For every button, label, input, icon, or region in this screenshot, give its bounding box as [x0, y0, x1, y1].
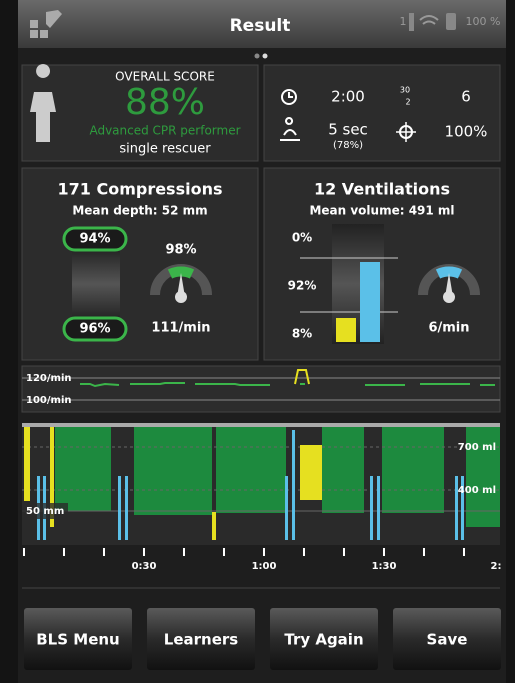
save-button[interactable]: Save: [393, 608, 501, 670]
button-label: Try Again: [284, 631, 363, 649]
page-dot: [263, 54, 268, 59]
rate-lower-label: 100/min: [26, 395, 72, 406]
ok-volume-bar: [360, 262, 380, 342]
accuracy: 100%: [445, 123, 488, 141]
ok-pct: 92%: [288, 279, 317, 293]
compression-rate: 111/min: [151, 321, 210, 336]
screen: Result 1 100 % OVERALL SCORE 88% Advance…: [0, 0, 515, 683]
bls-menu-button[interactable]: BLS Menu: [24, 608, 132, 670]
vol-low-label: 400 ml: [458, 485, 496, 496]
cycles-top: 30: [400, 86, 410, 95]
learners-button[interactable]: Learners: [147, 608, 255, 670]
battery-icon: [446, 13, 456, 30]
time: 2:00: [331, 88, 365, 106]
try-again-button[interactable]: Try Again: [270, 608, 378, 670]
hands-off-pct: (78%): [333, 140, 363, 151]
page-dot: [255, 54, 260, 59]
rate-upper-label: 120/min: [26, 373, 72, 384]
compressions-subtitle: Mean depth: 52 mm: [72, 204, 207, 218]
time-label: 0:30: [132, 561, 157, 572]
rate-chart: [22, 366, 500, 412]
ventilations-title: 12 Ventilations: [314, 180, 450, 199]
cycles-bottom: 2: [405, 98, 410, 107]
time-label: 2:: [491, 561, 502, 572]
low-volume-bar: [336, 318, 356, 342]
cycles: 6: [461, 88, 471, 106]
rate-needle-hub: [175, 291, 187, 303]
page: Result 1 100 % OVERALL SCORE 88% Advance…: [0, 0, 515, 683]
button-label: Save: [427, 631, 468, 649]
ventilation-rate: 6/min: [428, 321, 469, 336]
person-icon: [409, 13, 414, 31]
rate-pct: 98%: [165, 243, 196, 258]
ventilations-subtitle: Mean volume: 491 ml: [309, 204, 454, 218]
button-label: Learners: [164, 631, 239, 649]
time-label: 1:00: [252, 561, 277, 572]
depth-label: 50 mm: [26, 506, 64, 517]
battery-level: 100 %: [466, 15, 501, 28]
header-title: Result: [230, 16, 291, 36]
score-rating: Advanced CPR performer: [89, 124, 240, 138]
top-pct: 94%: [79, 232, 110, 247]
too-high-pct: 0%: [292, 231, 312, 245]
chart-top-line: [22, 423, 500, 427]
person-count: 1: [400, 15, 407, 28]
vent-needle-hub: [443, 291, 455, 303]
compressions-title: 171 Compressions: [57, 180, 222, 199]
depth-bar: [72, 248, 120, 320]
bottom-pct: 96%: [79, 322, 110, 337]
score-value: 88%: [125, 82, 205, 123]
time-label: 1:30: [372, 561, 397, 572]
vol-high-label: 700 ml: [458, 442, 496, 453]
stats-panel: [264, 65, 500, 161]
too-low-pct: 8%: [292, 327, 312, 341]
score-mode: single rescuer: [119, 142, 211, 157]
hands-off: 5 sec: [328, 121, 368, 139]
button-label: BLS Menu: [36, 631, 119, 649]
